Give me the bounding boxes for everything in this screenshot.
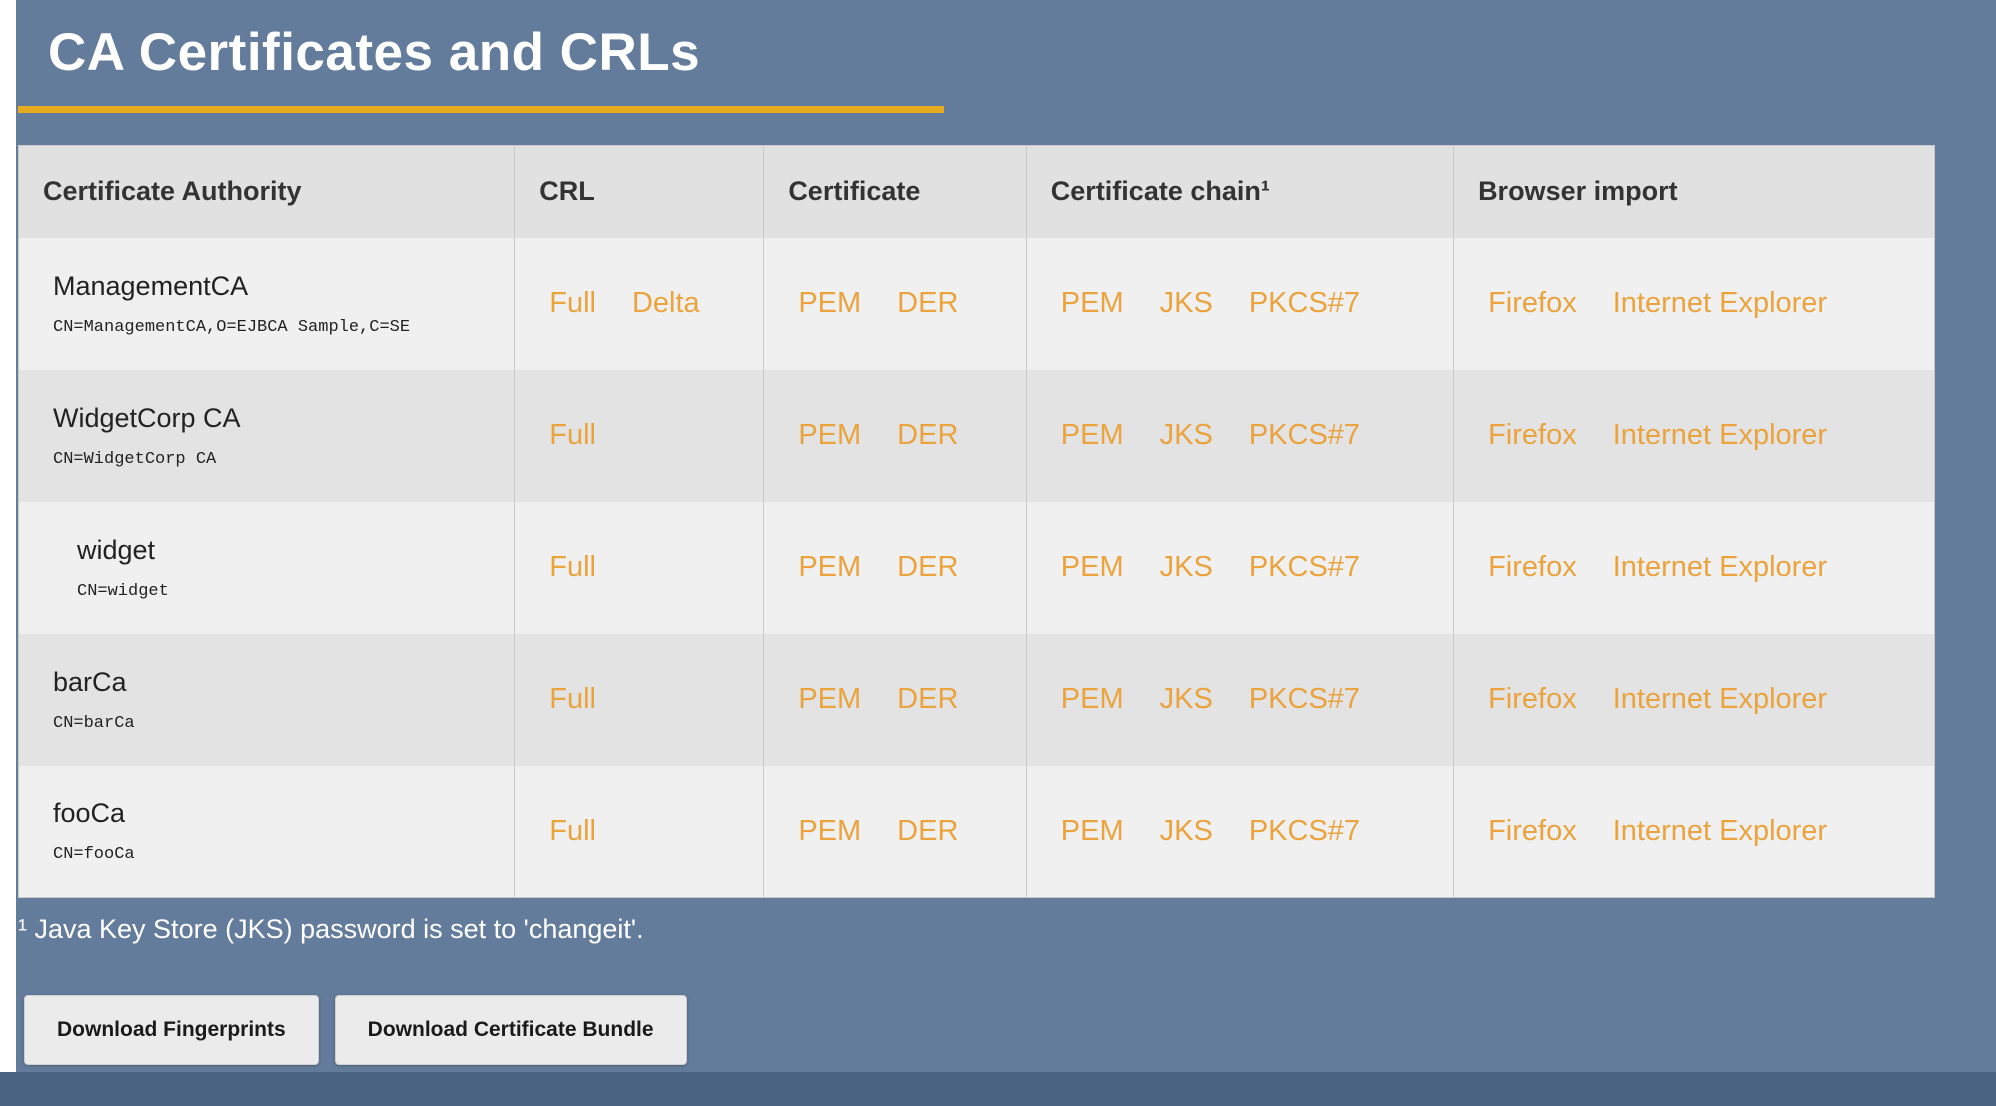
browser-import-link[interactable]: Firefox: [1488, 551, 1577, 583]
browser-import-link[interactable]: Internet Explorer: [1612, 551, 1828, 583]
browser-import-cell: Firefox Internet Explorer: [1453, 501, 1935, 634]
certificate-cell: PEM DER: [763, 633, 1027, 766]
ca-cell: fooCa CN=fooCa: [18, 765, 515, 898]
certificate-chain-link[interactable]: PKCS#7: [1248, 551, 1361, 583]
download-buttons: Download Fingerprints Download Certifica…: [24, 995, 1935, 1065]
table-row: WidgetCorp CA CN=WidgetCorp CA Full PEM DER P…: [18, 369, 1935, 502]
certificate-chain-link[interactable]: PEM: [1060, 814, 1124, 847]
certificate-link[interactable]: DER: [897, 814, 959, 847]
ca-subject-dn: CN=fooCa: [53, 845, 135, 865]
certificate-link[interactable]: DER: [897, 287, 959, 319]
browser-import-cell: Firefox Internet Explorer: [1453, 633, 1935, 766]
certificate-link[interactable]: PEM: [798, 683, 862, 715]
certificate-chain-cell: PEM JKS PKCS#7: [1025, 633, 1454, 766]
ca-table: Certificate Authority CRL Certificate Ce…: [18, 145, 1935, 898]
certificate-chain-cell: PEM JKS PKCS#7: [1025, 369, 1454, 502]
crl-link[interactable]: Full: [549, 287, 596, 319]
certificate-chain-link[interactable]: JKS: [1159, 287, 1213, 319]
certificate-chain-link[interactable]: PKCS#7: [1248, 287, 1361, 319]
certificate-link[interactable]: DER: [897, 419, 959, 451]
ca-cell: ManagementCA CN=ManagementCA,O=EJBCA Samp…: [18, 237, 515, 370]
jks-password-footnote: ¹ Java Key Store (JKS) password is set t…: [18, 914, 644, 944]
title-underline: [18, 106, 944, 113]
certificate-link[interactable]: PEM: [798, 419, 862, 451]
download-certificate-bundle-button[interactable]: Download Certificate Bundle: [334, 995, 687, 1065]
table-row: fooCa CN=fooCa Full PEM DER PEM JKS PKCS#7 Firef…: [18, 765, 1935, 898]
certificate-chain-cell: PEM JKS PKCS#7: [1025, 237, 1454, 370]
browser-import-link[interactable]: Firefox: [1488, 287, 1577, 319]
certificate-cell: PEM DER: [763, 369, 1027, 502]
page-left-edge: [0, 0, 16, 1106]
crl-cell: Full: [514, 633, 764, 766]
browser-import-link[interactable]: Firefox: [1488, 683, 1577, 715]
certificate-chain-cell: PEM JKS PKCS#7: [1025, 765, 1454, 898]
crl-cell: Full: [514, 501, 764, 634]
certificate-chain-link[interactable]: PKCS#7: [1248, 814, 1361, 847]
certificate-chain-link[interactable]: JKS: [1159, 551, 1213, 583]
crl-link[interactable]: Full: [549, 551, 596, 583]
table-row: ManagementCA CN=ManagementCA,O=EJBCA Samp…: [18, 237, 1935, 370]
ca-cell: barCa CN=barCa: [18, 633, 515, 766]
certificate-chain-link[interactable]: JKS: [1159, 814, 1213, 847]
crl-link[interactable]: Full: [549, 814, 596, 847]
content: CA Certificates and CRLs Certificate Aut…: [18, 0, 1935, 1065]
crl-link[interactable]: Full: [549, 419, 596, 451]
browser-import-cell: Firefox Internet Explorer: [1453, 765, 1935, 898]
crl-link[interactable]: Delta: [631, 287, 700, 319]
ca-name: fooCa: [53, 798, 126, 829]
browser-import-link[interactable]: Firefox: [1488, 814, 1577, 847]
certificate-chain-link[interactable]: JKS: [1159, 419, 1213, 451]
browser-import-link[interactable]: Internet Explorer: [1612, 287, 1828, 319]
browser-import-cell: Firefox Internet Explorer: [1453, 237, 1935, 370]
certificate-cell: PEM DER: [763, 501, 1027, 634]
crl-link[interactable]: Full: [549, 683, 596, 715]
certificate-link[interactable]: PEM: [798, 551, 862, 583]
certificate-chain-link[interactable]: PEM: [1060, 287, 1124, 319]
certificate-chain-link[interactable]: PEM: [1060, 683, 1124, 715]
browser-import-cell: Firefox Internet Explorer: [1453, 369, 1935, 502]
ca-subject-dn: CN=ManagementCA,O=EJBCA Sample,C=SE: [53, 317, 411, 337]
table-row: barCa CN=barCa Full PEM DER PEM JKS PKCS#7 Firef…: [18, 633, 1935, 766]
certificate-chain-link[interactable]: JKS: [1159, 683, 1213, 715]
certificate-chain-link[interactable]: PEM: [1060, 551, 1124, 583]
ca-name: widget: [77, 534, 156, 565]
header-browser-import: Browser import: [1453, 145, 1935, 238]
table-header-row: Certificate Authority CRL Certificate Ce…: [18, 145, 1935, 238]
ca-name: WidgetCorp CA: [53, 402, 241, 433]
footer-bar: [0, 1072, 1996, 1106]
ca-table-body: ManagementCA CN=ManagementCA,O=EJBCA Samp…: [18, 237, 1935, 898]
certificate-cell: PEM DER: [763, 765, 1027, 898]
browser-import-link[interactable]: Firefox: [1488, 419, 1577, 451]
certificate-link[interactable]: PEM: [798, 814, 862, 847]
certificate-chain-cell: PEM JKS PKCS#7: [1025, 501, 1454, 634]
ca-subject-dn: CN=widget: [77, 581, 169, 601]
table-row: widget CN=widget Full PEM DER PEM JKS PKCS#7 Fir…: [18, 501, 1935, 634]
ca-name: ManagementCA: [53, 270, 249, 301]
certificate-chain-link[interactable]: PKCS#7: [1248, 419, 1361, 451]
browser-import-link[interactable]: Internet Explorer: [1612, 683, 1828, 715]
header-certificate-chain: Certificate chain¹: [1025, 145, 1454, 238]
ca-cell: WidgetCorp CA CN=WidgetCorp CA: [18, 369, 515, 502]
certificate-chain-link[interactable]: PKCS#7: [1248, 683, 1361, 715]
crl-cell: Full: [514, 765, 764, 898]
certificate-link[interactable]: DER: [897, 683, 959, 715]
ca-cell: widget CN=widget: [18, 501, 515, 634]
header-crl: CRL: [514, 145, 764, 238]
header-certificate-authority: Certificate Authority: [18, 145, 515, 238]
header-certificate: Certificate: [763, 145, 1027, 238]
browser-import-link[interactable]: Internet Explorer: [1612, 814, 1828, 847]
ca-name: barCa: [53, 666, 127, 697]
ca-subject-dn: CN=WidgetCorp CA: [53, 449, 217, 469]
browser-import-link[interactable]: Internet Explorer: [1612, 419, 1828, 451]
certificate-cell: PEM DER: [763, 237, 1027, 370]
certificate-chain-link[interactable]: PEM: [1060, 419, 1124, 451]
crl-cell: Full: [514, 369, 764, 502]
certificate-link[interactable]: PEM: [798, 287, 862, 319]
certificate-link[interactable]: DER: [897, 551, 959, 583]
page-title: CA Certificates and CRLs: [48, 23, 701, 82]
ca-subject-dn: CN=barCa: [53, 713, 135, 733]
crl-cell: Full Delta: [514, 237, 764, 370]
download-fingerprints-button[interactable]: Download Fingerprints: [24, 995, 319, 1065]
